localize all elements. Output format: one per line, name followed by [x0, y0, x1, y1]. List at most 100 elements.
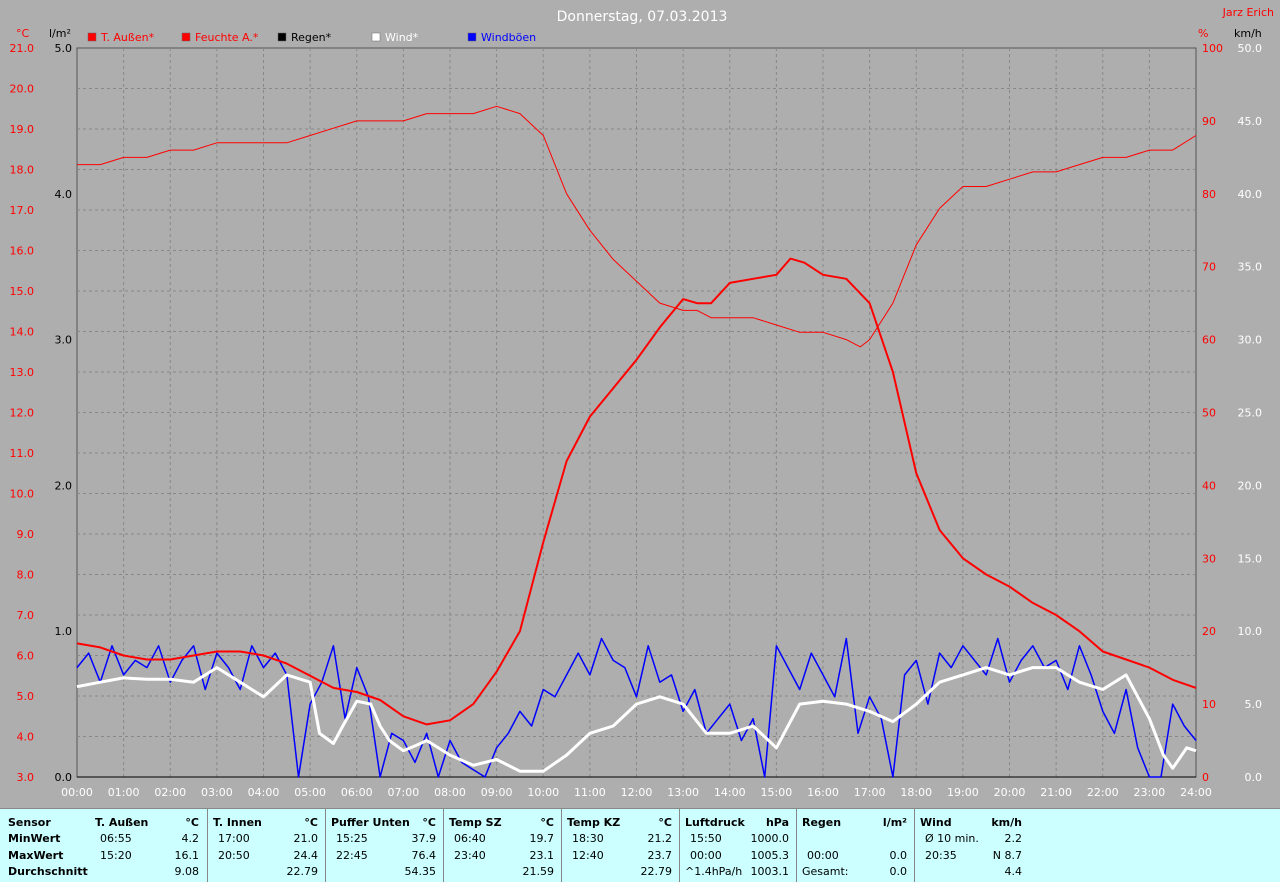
stats-avg-value: 0.0: [889, 865, 908, 878]
legend-label: Windböen: [481, 31, 536, 44]
series-wind: [76, 666, 1197, 773]
stats-min-time: 18:30: [572, 832, 604, 845]
stats-col-name: T. Innen: [213, 816, 262, 829]
x-tick-label: 12:00: [621, 786, 653, 799]
stats-max-time: 00:00: [690, 849, 722, 862]
x-tick-label: 18:00: [900, 786, 932, 799]
series-windb-en: [76, 637, 1197, 778]
chart-legend: T. Außen* Feuchte A.* Regen* Wind* Windböen: [87, 31, 536, 44]
rain-tick-label: 0.0: [55, 771, 73, 784]
stats-col-unit: °C: [658, 816, 672, 829]
stats-col-name: T. Außen: [95, 816, 149, 829]
stats-avg-value: 9.08: [174, 865, 200, 878]
stats-min-value: 21.0: [293, 832, 319, 845]
x-tick-label: 06:00: [341, 786, 373, 799]
rain-tick-label: 1.0: [55, 625, 73, 638]
rain-tick-label: 3.0: [55, 334, 73, 347]
tick-labels: 00:00 01:00 02:00 03:00 04:00 05:00 06:00 07:00…: [10, 42, 1263, 799]
stats-max-time: 12:40: [572, 849, 604, 862]
temp-tick-label: 17.0: [10, 204, 35, 217]
stats-min-time: 15:50: [690, 832, 722, 845]
row-label-min: MinWert: [8, 832, 61, 845]
stats-column: Puffer Unten °C 15:25 37.9 22:45 76.4 54.35: [325, 809, 444, 882]
temp-tick-label: 14.0: [10, 326, 35, 339]
stats-col-name: Regen: [802, 816, 842, 829]
stats-min-time: 15:25: [336, 832, 368, 845]
wind-tick-label: 50.0: [1238, 42, 1263, 55]
wind-tick-label: 20.0: [1238, 479, 1263, 492]
temp-tick-label: 21.0: [10, 42, 35, 55]
stats-max-value: 16.1: [174, 849, 200, 862]
rain-unit-label: l/m²: [49, 27, 71, 40]
stats-min-value: 37.9: [411, 832, 437, 845]
wind-tick-label: 45.0: [1238, 115, 1263, 128]
series-t-au-en: [76, 257, 1197, 726]
legend-label: Regen*: [291, 31, 332, 44]
stats-max-value: 23.1: [529, 849, 555, 862]
stats-max-time: 23:40: [454, 849, 486, 862]
temp-tick-label: 8.0: [17, 569, 35, 582]
wind-tick-label: 15.0: [1238, 552, 1263, 565]
stats-min-value: 19.7: [529, 832, 555, 845]
temp-tick-label: 16.0: [10, 245, 35, 258]
stats-col-unit: °C: [185, 816, 199, 829]
temp-tick-label: 12.0: [10, 407, 35, 420]
wind-tick-label: 10.0: [1238, 625, 1263, 638]
stats-max-value: N 8.7: [992, 849, 1022, 862]
stats-min-value: 21.2: [647, 832, 673, 845]
stats-avg-label: Gesamt:: [802, 865, 849, 878]
row-label-avg: Durchschnitt: [8, 865, 88, 878]
x-tick-label: 11:00: [574, 786, 606, 799]
rain-tick-label: 5.0: [55, 42, 73, 55]
stats-max-time: 15:20: [100, 849, 132, 862]
x-tick-label: 13:00: [667, 786, 699, 799]
legend-label: T. Außen*: [100, 31, 155, 44]
stats-max-time: 20:35: [925, 849, 957, 862]
x-tick-label: 24:00: [1180, 786, 1212, 799]
stats-max-value: 24.4: [293, 849, 319, 862]
wind-tick-label: 35.0: [1238, 261, 1263, 274]
stats-min-value: 1000.0: [750, 832, 790, 845]
rain-tick-label: 2.0: [55, 479, 73, 492]
temp-tick-label: 11.0: [10, 447, 35, 460]
stats-avg-label: ^1.4hPa/h: [685, 865, 743, 878]
humidity-tick-label: 40: [1202, 479, 1216, 492]
stats-max-value: 23.7: [647, 849, 673, 862]
stats-max-value: 76.4: [411, 849, 437, 862]
stats-avg-value: 54.35: [404, 865, 437, 878]
stats-max-time: 22:45: [336, 849, 368, 862]
stats-column: Luftdruck hPa 15:50 1000.0 00:00 1005.3 ^1.4hP…: [679, 809, 797, 882]
x-tick-label: 19:00: [947, 786, 979, 799]
humidity-tick-label: 30: [1202, 552, 1216, 565]
wind-unit-label: km/h: [1234, 27, 1262, 40]
series-feuchte-a: [77, 105, 1197, 348]
stats-col-unit: l/m²: [882, 816, 907, 829]
row-label-max: MaxWert: [8, 849, 64, 862]
humidity-tick-label: 0: [1202, 771, 1209, 784]
x-tick-label: 05:00: [294, 786, 326, 799]
humidity-unit-label: %: [1198, 27, 1208, 40]
stats-column: T. Außen °C 06:55 4.2 15:20 16.1 9.08: [90, 809, 207, 882]
wind-tick-label: 5.0: [1245, 698, 1263, 711]
grid-lines: [77, 48, 1196, 777]
stats-column: Wind km/h Ø 10 min. 2.2 20:35 N 8.7 4.4: [914, 809, 1030, 882]
stats-min-time: 06:40: [454, 832, 486, 845]
weather-chart: Donnerstag, 07.03.2013 Jarz Erich T. Auß…: [10, 6, 1275, 799]
stats-max-value: 1005.3: [750, 849, 790, 862]
chart-title: Donnerstag, 07.03.2013: [557, 9, 728, 25]
legend-swatch: [371, 32, 381, 42]
stats-min-value: 2.2: [1004, 832, 1023, 845]
stats-avg-value: 21.59: [522, 865, 555, 878]
stats-min-time: 17:00: [218, 832, 250, 845]
wind-tick-label: 40.0: [1238, 188, 1263, 201]
x-tick-label: 21:00: [1040, 786, 1072, 799]
stats-col-name: Luftdruck: [685, 816, 745, 829]
temp-tick-label: 7.0: [17, 609, 35, 622]
stats-max-value: 0.0: [889, 849, 908, 862]
x-tick-label: 07:00: [388, 786, 420, 799]
stats-max-time: 00:00: [807, 849, 839, 862]
legend-swatch: [277, 32, 287, 42]
stats-table: Sensor MinWert MaxWert Durchschnitt T. A…: [0, 808, 1280, 882]
humidity-tick-label: 90: [1202, 115, 1216, 128]
stats-column: T. Innen °C 17:00 21.0 20:50 24.4 22.79: [207, 809, 326, 882]
